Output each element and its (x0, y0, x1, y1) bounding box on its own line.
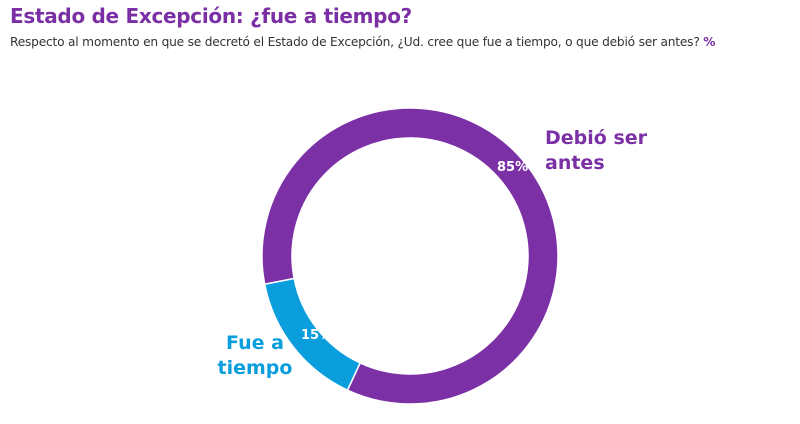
chart-subtitle: Respecto al momento en que se decretó el… (10, 35, 715, 49)
data-label-fue: 15% (301, 328, 333, 343)
donut-slice-fue-a-tiempo (263, 277, 362, 392)
subtitle-text: Respecto al momento en que se decretó el… (10, 35, 700, 49)
chart-title: Estado de Excepción: ¿fue a tiempo? (10, 4, 412, 28)
category-label-fue: Fue a tiempo (217, 332, 293, 379)
unit-label: % (703, 35, 716, 49)
donut-slice-debio-ser-antes (261, 107, 559, 405)
data-label-debio: 85% (497, 160, 529, 175)
category-label-debio: Debió ser antes (545, 127, 648, 174)
